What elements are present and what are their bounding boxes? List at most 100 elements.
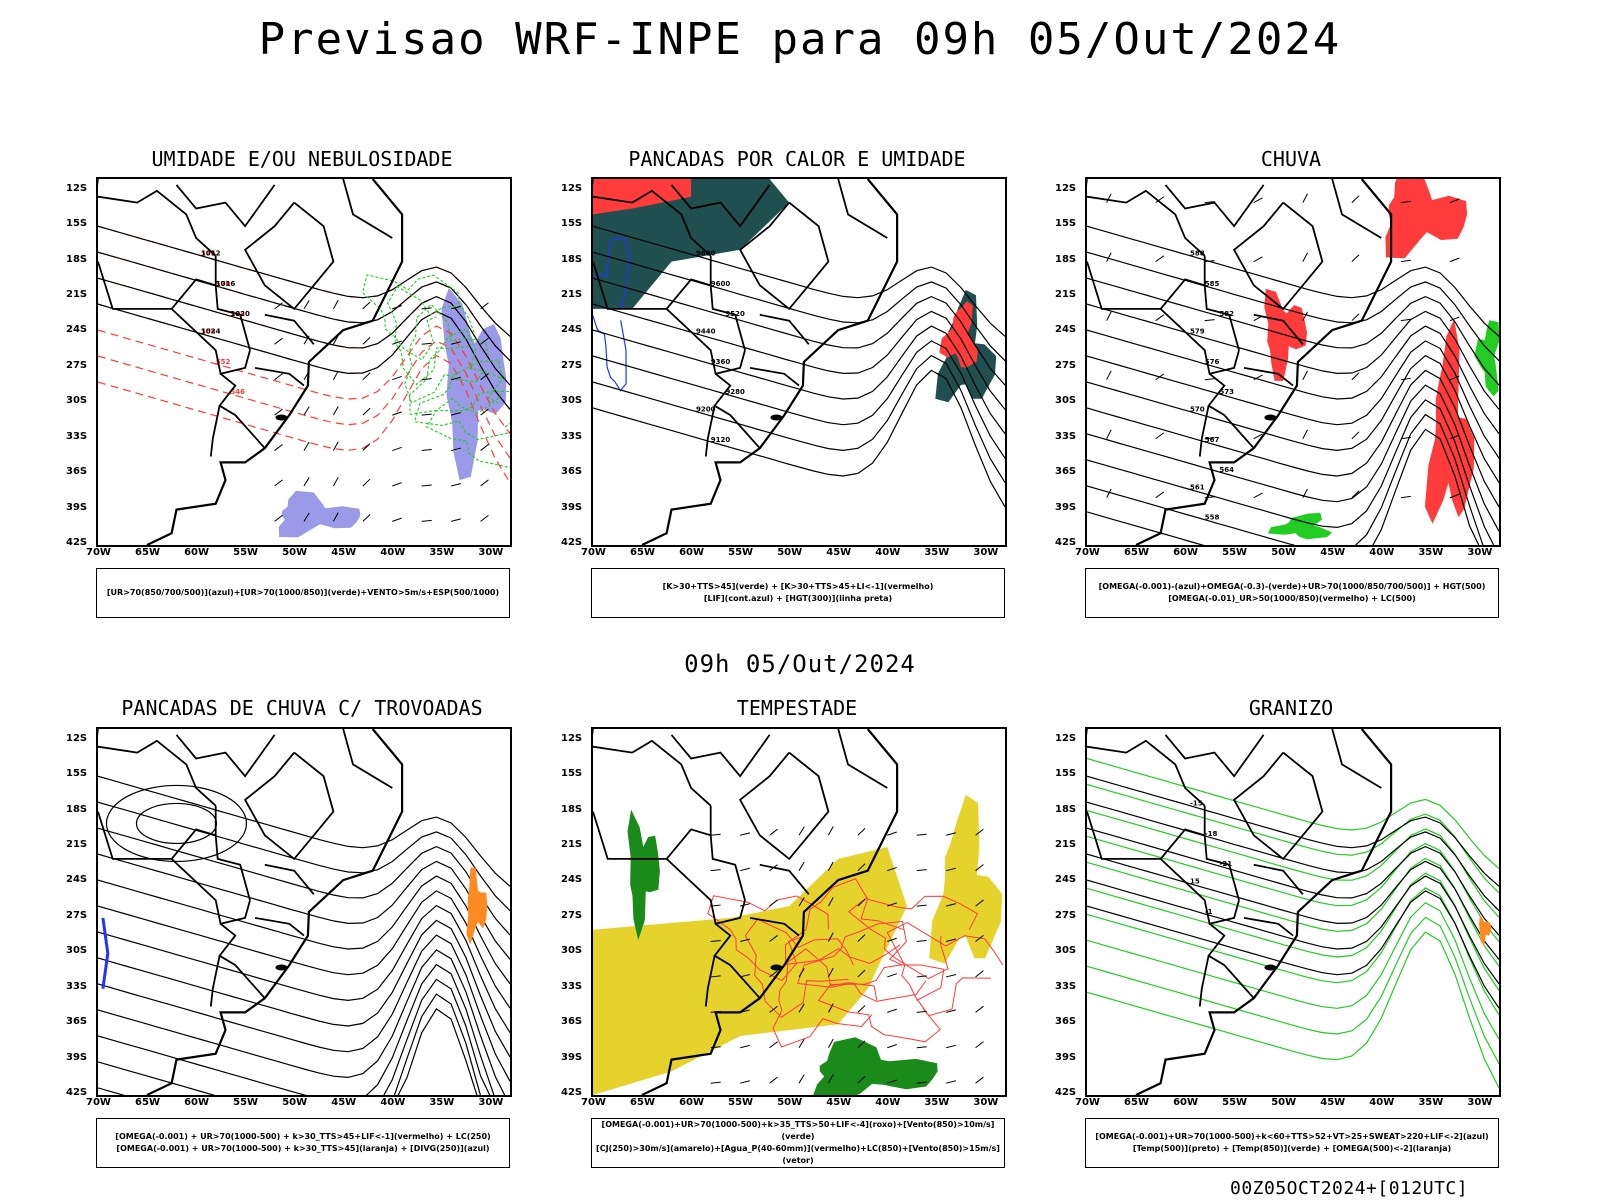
latitude-tick-label: 21S: [66, 839, 88, 851]
jet-stream-yellow: [593, 847, 907, 1095]
country-border: [837, 729, 888, 789]
longitude-tick-label: 55W: [728, 547, 754, 558]
wind-vector: [451, 412, 461, 416]
country-border: [254, 367, 305, 387]
contour-line: [593, 303, 1005, 410]
wind-vector: [975, 1041, 984, 1049]
country-border: [1253, 863, 1304, 895]
wind-vector: [451, 376, 461, 381]
longitude-tick-label: 65W: [1124, 1097, 1149, 1108]
wind-vector: [1204, 319, 1215, 322]
panel-title: UMIDADE E/OU NEBULOSIDADE: [151, 147, 453, 171]
wind-vector: [946, 1009, 956, 1013]
longitude-tick-label: 60W: [1173, 1097, 1199, 1108]
country-border: [1331, 729, 1382, 789]
temp-850-contour: [1087, 757, 1499, 870]
contour-label: -15: [1190, 800, 1203, 808]
country-border: [1159, 278, 1205, 310]
wind-vector: [1449, 316, 1460, 322]
wind-vector: [1253, 374, 1263, 381]
contour-line: [98, 775, 510, 887]
latitude-tick-label: 24S: [561, 874, 583, 886]
legend-box: [OMEGA(-0.001)-(azul)+OMEGA(-0.3)-(verde…: [1085, 568, 1499, 618]
country-border: [1232, 201, 1324, 311]
wind-vector: [946, 1080, 956, 1084]
latitude-tick-label: 21S: [561, 289, 583, 301]
longitude-tick-label: 50W: [777, 547, 803, 558]
wind-vector: [362, 301, 371, 310]
contour-label: 564: [1219, 466, 1234, 474]
country-border: [593, 811, 667, 860]
country-border: [209, 405, 221, 457]
longitude-tick-label: 30W: [973, 547, 999, 558]
contour-line: [1087, 775, 1499, 887]
wind-vector: [740, 867, 750, 872]
wind-vector: [1302, 429, 1308, 439]
country-border: [1159, 308, 1240, 375]
contour-line: [98, 225, 510, 337]
wind-vector: [1400, 436, 1411, 440]
country-border: [1087, 189, 1206, 257]
legend-box: [UR>70(850/700/500)](azul)+[UR>70(1000/8…: [96, 568, 510, 618]
longitude-tick-label: 65W: [135, 1097, 160, 1108]
latitude-tick-label: 21S: [1055, 289, 1077, 301]
latitude-tick-label: 42S: [561, 1087, 583, 1098]
streamline-850: [784, 878, 905, 965]
latitude-tick-label: 15S: [66, 218, 88, 230]
contour-line: [98, 919, 510, 1058]
longitude-tick-label: 30W: [973, 1097, 999, 1108]
country-border: [1243, 917, 1294, 937]
contour-line: [98, 963, 495, 1095]
contour-line: [593, 340, 1005, 459]
country-border: [709, 255, 746, 351]
wind-vector: [362, 514, 371, 522]
lagoon: [1264, 414, 1277, 421]
legend-box: [K>30+TTS>45](verde) + [K>30+TTS>45+LI<-…: [591, 568, 1005, 618]
lagoon: [1264, 964, 1277, 971]
longitude-tick-label: 65W: [630, 547, 655, 558]
latitude-tick-label: 39S: [1055, 1051, 1077, 1063]
latitude-tick-label: 24S: [1055, 874, 1077, 886]
latitude-tick-label: 15S: [1055, 218, 1077, 230]
wind-vector: [798, 826, 805, 836]
wind-vector: [274, 408, 283, 416]
wind-vector: [946, 938, 956, 943]
latitude-tick-label: 39S: [66, 1051, 88, 1063]
convective-potential-green: [593, 179, 790, 309]
country-border: [1207, 923, 1255, 999]
wind-vector: [740, 832, 750, 836]
wind-vector: [1106, 370, 1112, 380]
country-border: [98, 261, 172, 310]
wind-vector: [798, 1074, 805, 1084]
contour-label: 9360: [711, 358, 731, 366]
longitude-tick-label: 70W: [581, 547, 606, 558]
humidity-contour-green: [404, 303, 489, 404]
longitude-tick-label: 45W: [1320, 1097, 1346, 1108]
longitude-tick-label: 30W: [478, 1097, 504, 1108]
wind-vector: [710, 975, 721, 978]
contour-line: [1087, 303, 1499, 410]
latitude-tick-label: 21S: [561, 839, 583, 851]
contour-label: 552: [216, 358, 231, 366]
wind-vector: [975, 1076, 984, 1084]
wind-vector: [303, 441, 310, 451]
contour-line: [98, 904, 510, 1033]
wind-vector: [1106, 193, 1112, 203]
latitude-tick-label: 30S: [561, 395, 583, 407]
contour-line: [98, 993, 481, 1095]
country-border: [738, 201, 830, 311]
longitude-tick-label: 60W: [1173, 547, 1199, 558]
legend-line: [OMEGA(-0.001) + UR>70(1000-500) + k>30_…: [115, 1132, 491, 1141]
country-border: [670, 184, 771, 228]
latitude-tick-label: 24S: [66, 324, 88, 336]
country-border: [1164, 184, 1265, 228]
latitude-tick-label: 12S: [561, 182, 583, 194]
longitude-tick-label: 35W: [924, 1097, 950, 1108]
wind-vector: [975, 864, 984, 872]
country-border: [1159, 858, 1240, 925]
wind-vector: [1400, 200, 1411, 204]
wind-vector: [362, 478, 371, 487]
contour-label: 1024: [201, 328, 221, 336]
longitude-tick-label: 65W: [1124, 547, 1149, 558]
country-border: [665, 828, 711, 860]
